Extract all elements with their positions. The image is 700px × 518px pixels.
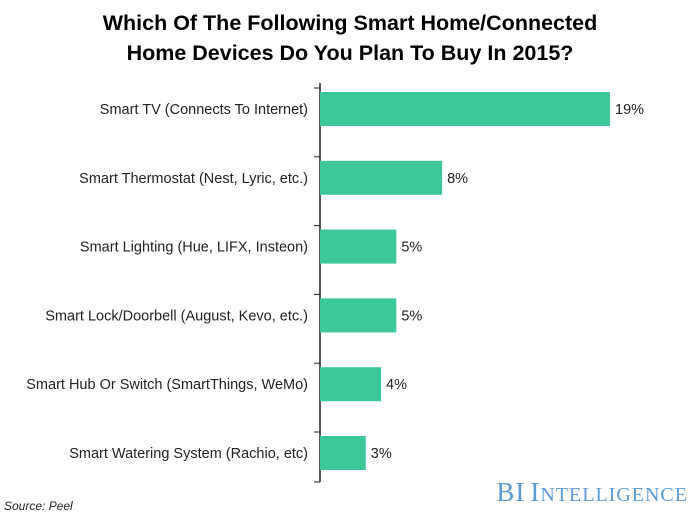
category-label-3: Smart Lock/Doorbell (August, Kevo, etc.) xyxy=(45,308,308,324)
brand-i: I xyxy=(530,477,541,507)
value-label-0: 19% xyxy=(615,102,644,118)
value-label-1: 8% xyxy=(447,171,468,187)
chart-title: Which Of The Following Smart Home/Connec… xyxy=(0,8,700,68)
bar-1 xyxy=(320,160,443,195)
value-label-5: 3% xyxy=(371,446,392,462)
bar-2 xyxy=(320,229,397,264)
category-label-0: Smart TV (Connects To Internet) xyxy=(100,102,308,118)
value-label-2: 5% xyxy=(401,240,422,256)
value-label-3: 5% xyxy=(401,308,422,324)
bar-5 xyxy=(320,436,366,470)
category-label-5: Smart Watering System (Rachio, etc) xyxy=(69,446,308,462)
brand-rest: NTELLIGENCE xyxy=(540,484,688,506)
bar-0 xyxy=(320,92,610,126)
category-label-2: Smart Lighting (Hue, LIFX, Insteon) xyxy=(80,240,308,256)
category-label-1: Smart Thermostat (Nest, Lyric, etc.) xyxy=(79,171,308,187)
chart-title-line-1: Which Of The Following Smart Home/Connec… xyxy=(102,11,598,35)
bar-3 xyxy=(320,298,397,333)
bar-4 xyxy=(320,367,382,402)
category-label-4: Smart Hub Or Switch (SmartThings, WeMo) xyxy=(26,377,308,393)
value-label-4: 4% xyxy=(386,377,407,393)
bi-intelligence-logo: BI INTELLIGENCE xyxy=(496,477,688,508)
source-note: Source: Peel xyxy=(4,499,73,513)
chart-title-line-2: Home Devices Do You Plan To Buy In 2015? xyxy=(126,41,574,65)
brand-bi: BI xyxy=(496,477,526,507)
